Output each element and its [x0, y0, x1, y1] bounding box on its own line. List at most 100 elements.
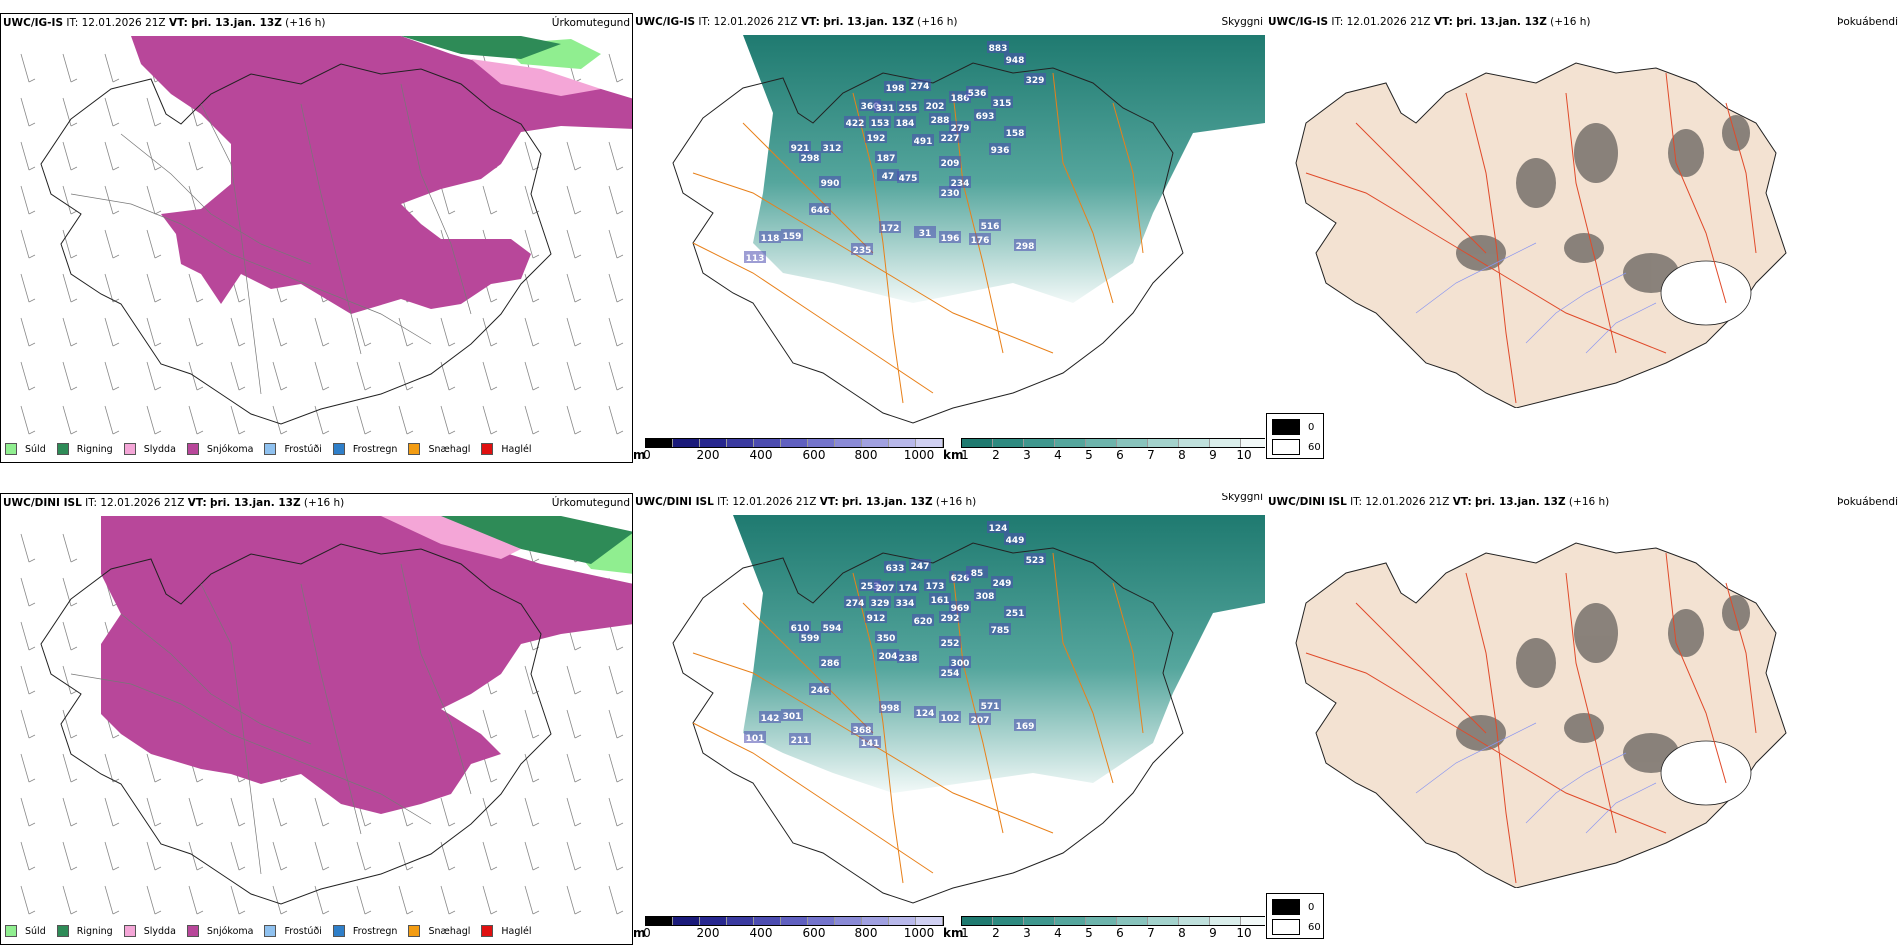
- legend-sleet: Slydda: [123, 443, 176, 455]
- wind-barb: [314, 797, 330, 827]
- visibility-colorbar: [961, 438, 1265, 448]
- legend-hail: Haglél: [481, 925, 532, 937]
- wind-barb: [356, 361, 372, 391]
- precip-sleet-area: [471, 59, 601, 96]
- wind-barb: [608, 229, 624, 259]
- wind-barb: [188, 317, 204, 347]
- wind-barb: [20, 229, 36, 259]
- peak-label-bg: [865, 611, 887, 623]
- peak-label-bg: [789, 733, 811, 745]
- peak-elevation-label: 620: [914, 617, 933, 627]
- peak-label-bg: [759, 711, 781, 723]
- wind-barb: [230, 317, 246, 347]
- wind-barb: [356, 405, 372, 435]
- peak-label-bg: [799, 151, 821, 163]
- wind-barb: [62, 273, 78, 303]
- fog-legend-max: 60: [1272, 439, 1321, 455]
- peak-label-bg: [1014, 719, 1036, 731]
- peak-elevation-label: 249: [993, 579, 1012, 589]
- peak-label-bg: [991, 576, 1013, 588]
- wind-barb: [62, 753, 78, 783]
- peak-label-bg: [894, 596, 916, 608]
- wind-barb: [398, 317, 414, 347]
- wind-barb: [398, 841, 414, 871]
- wind-barb: [440, 841, 456, 871]
- wind-barb: [314, 317, 330, 347]
- wind-barb: [482, 797, 498, 827]
- peak-label-bg: [979, 699, 1001, 711]
- wind-barb: [482, 317, 498, 347]
- colorbar-cell: [835, 917, 862, 925]
- panel-subtitle: Úrkomutegund: [551, 17, 630, 29]
- wind-barb: [608, 141, 624, 171]
- peak-label-bg: [949, 176, 971, 188]
- wind-barb: [608, 185, 624, 215]
- wind-barb: [104, 229, 120, 259]
- colorbar-cell: [754, 439, 781, 447]
- colorbar-cell: [1117, 439, 1148, 447]
- peak-elevation-label: 207: [876, 584, 895, 594]
- wind-barb: [398, 405, 414, 435]
- fog-roads: [1305, 552, 1757, 884]
- peak-elevation-label: 334: [896, 599, 915, 609]
- peak-label-bg: [844, 596, 866, 608]
- fog-panel-row2: UWC/DINI ISL IT: 12.01.2026 21Z VT: þri.…: [1266, 493, 1900, 888]
- peak-elevation-label: 246: [811, 686, 830, 696]
- legend-snow: Snjókoma: [186, 443, 253, 455]
- wind-barb: [356, 885, 372, 915]
- legend-sleet: Slydda: [123, 925, 176, 937]
- wind-barb: [608, 841, 624, 871]
- legend-freezing-drizzle: Frostúði: [264, 443, 322, 455]
- wind-barb: [482, 361, 498, 391]
- precip-snow-area: [101, 516, 632, 814]
- colorbar-cell: [862, 439, 889, 447]
- fog-legend-min: 0: [1272, 419, 1314, 435]
- colorbar-cell: [889, 439, 916, 447]
- wind-barb: [104, 97, 120, 127]
- elevation-colorbar: [645, 916, 944, 926]
- colorbar-cell: [646, 439, 673, 447]
- colorbar-cell: [700, 917, 727, 925]
- fog-legend-min: 0: [1272, 899, 1314, 915]
- peak-label-bg: [744, 251, 766, 263]
- peak-elevation-label: 196: [941, 234, 960, 244]
- peak-label-bg: [865, 131, 887, 143]
- wind-barb: [314, 841, 330, 871]
- wind-barb: [230, 885, 246, 915]
- peak-elevation-label: 254: [941, 669, 960, 679]
- peak-elevation-label: 936: [991, 146, 1010, 156]
- wind-barb: [104, 797, 120, 827]
- wind-barb: [62, 533, 78, 563]
- elevation-colorbar: [645, 438, 944, 448]
- colorbar-cell: [1179, 439, 1210, 447]
- peak-elevation-label: 990: [821, 179, 840, 189]
- wind-barb: [440, 885, 456, 915]
- elevation-legend: m 0 200 400 600 800 1000: [633, 916, 944, 945]
- panel-subtitle: Þokuábendi: [1837, 496, 1898, 508]
- wind-barb: [314, 361, 330, 391]
- peak-label-bg: [924, 99, 946, 111]
- wind-barb: [230, 797, 246, 827]
- peak-elevation-label: 292: [941, 614, 960, 624]
- colorbar-cell: [1241, 917, 1265, 925]
- peak-label-bg: [879, 221, 901, 233]
- wind-barb: [482, 885, 498, 915]
- peak-label-bg: [781, 229, 803, 241]
- wind-barb: [272, 317, 288, 347]
- fog-legend-row2: 0 60: [1266, 893, 1324, 939]
- wind-barb: [566, 361, 582, 391]
- peak-label-bg: [939, 231, 961, 243]
- peak-elevation-label: 279: [951, 124, 970, 134]
- wind-barb: [566, 229, 582, 259]
- peak-elevation-label: 251: [1006, 609, 1025, 619]
- legend-drizzle: Súld: [5, 443, 46, 455]
- coastline: [672, 542, 1184, 904]
- wind-barb: [20, 621, 36, 651]
- panel-title: UWC/IG-IS IT: 12.01.2026 21Z VT: þri. 13…: [1268, 16, 1591, 28]
- colorbar-cell: [1055, 439, 1086, 447]
- legend-drizzle: Súld: [5, 925, 46, 937]
- wind-barb: [356, 317, 372, 347]
- peak-label-bg: [851, 243, 873, 255]
